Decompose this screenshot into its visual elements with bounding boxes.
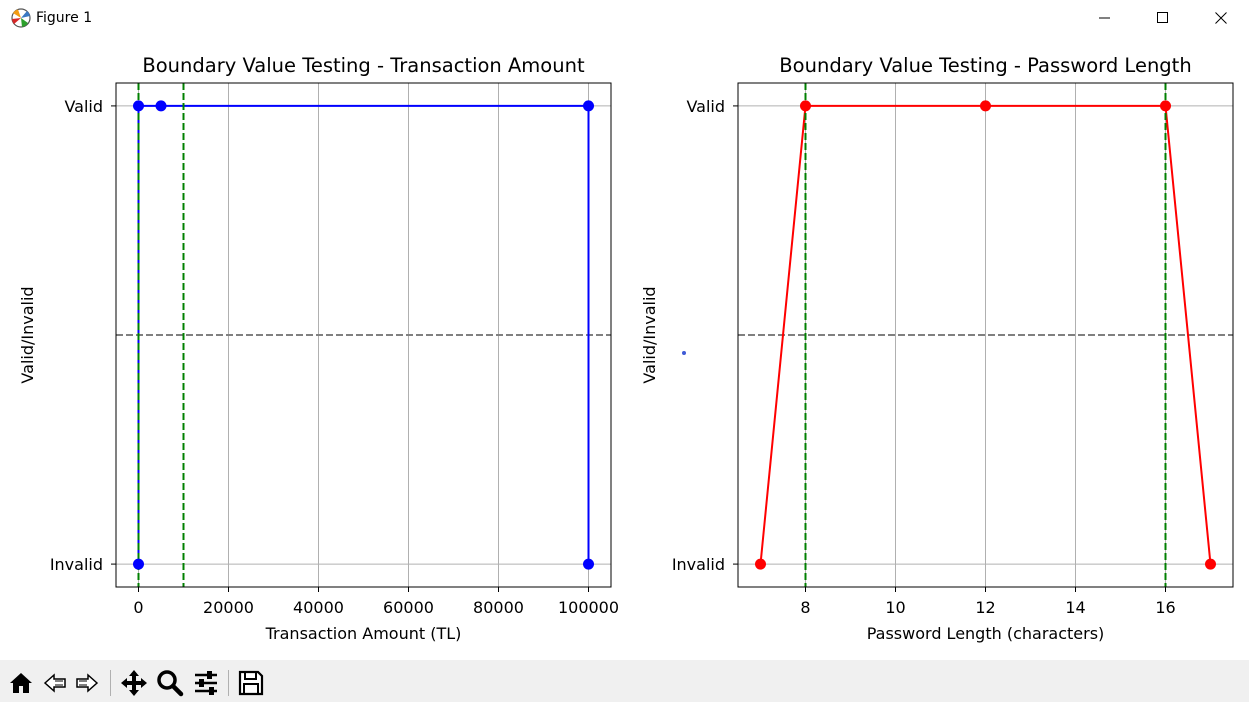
y-axis-label: Valid/Invalid — [640, 286, 659, 383]
y-tick-label: Invalid — [50, 555, 103, 574]
data-point — [583, 100, 594, 112]
home-icon — [10, 673, 32, 693]
x-tick-label: 10 — [885, 598, 905, 617]
subplot-1: 0 20000 40000 60000 80000 100000 Invalid Valid B… — [18, 54, 619, 643]
y-tick-label: Valid — [686, 97, 725, 116]
data-point — [1160, 100, 1171, 112]
x-tick-label: 80000 — [473, 598, 524, 617]
data-point — [583, 558, 595, 570]
x-axis-label: Password Length (characters) — [867, 624, 1105, 643]
forward-button[interactable] — [72, 668, 102, 698]
x-tick-label: 14 — [1065, 598, 1085, 617]
figure-svg: 0 20000 40000 60000 80000 100000 Invalid Valid B… — [18, 54, 1234, 643]
x-tick-label: 0 — [133, 598, 143, 617]
minimize-button[interactable] — [1076, 0, 1134, 36]
x-tick-label: 12 — [975, 598, 995, 617]
x-tick-label: 16 — [1155, 598, 1175, 617]
x-tick-label: 40000 — [293, 598, 344, 617]
home-button[interactable] — [6, 668, 36, 698]
pan-button[interactable] — [119, 668, 149, 698]
figure-canvas: 0 20000 40000 60000 80000 100000 Invalid Valid B… — [0, 36, 1249, 660]
forward-icon — [76, 673, 99, 693]
data-point — [133, 558, 144, 570]
chart-title: Boundary Value Testing - Password Length — [779, 54, 1191, 77]
close-icon — [1215, 12, 1227, 24]
y-tick-label: Invalid — [672, 555, 725, 574]
toolbar-separator — [228, 670, 229, 696]
configure-subplots-button[interactable] — [191, 668, 221, 698]
configure-subplots-icon — [195, 671, 217, 695]
save-icon — [238, 670, 264, 696]
navigation-toolbar — [0, 660, 1249, 702]
zoom-icon — [157, 670, 184, 697]
x-axis-label: Transaction Amount (TL) — [265, 624, 462, 643]
minimize-icon — [1099, 17, 1110, 19]
data-point — [800, 100, 811, 112]
back-icon — [43, 673, 66, 693]
y-axis-label: Valid/Invalid — [18, 286, 37, 383]
data-point — [155, 100, 167, 112]
x-tick-label: 8 — [800, 598, 810, 617]
maximize-button[interactable] — [1134, 0, 1192, 36]
pan-icon — [121, 670, 147, 696]
save-button[interactable] — [236, 668, 266, 698]
close-button[interactable] — [1192, 0, 1249, 36]
x-tick-label: 100000 — [558, 598, 619, 617]
axes-frame — [115, 82, 612, 588]
maximize-icon — [1157, 12, 1168, 23]
back-button[interactable] — [40, 668, 70, 698]
matplotlib-icon — [10, 7, 32, 29]
x-tick-label: 60000 — [383, 598, 434, 617]
data-point — [755, 558, 766, 570]
data-point — [133, 100, 145, 112]
zoom-button[interactable] — [155, 668, 185, 698]
data-point — [980, 100, 991, 112]
chart-title: Boundary Value Testing - Transaction Amo… — [142, 54, 585, 77]
x-tick-label: 20000 — [203, 598, 254, 617]
y-tick-label: Valid — [64, 97, 103, 116]
data-point — [1205, 558, 1216, 570]
window-title: Figure 1 — [36, 10, 93, 26]
toolbar-separator — [110, 670, 111, 696]
subplot-2: 8 10 12 14 16 Invalid Valid Boundary Value Test… — [640, 54, 1234, 643]
title-bar: Figure 1 — [0, 0, 1249, 36]
stray-marker — [682, 351, 686, 355]
